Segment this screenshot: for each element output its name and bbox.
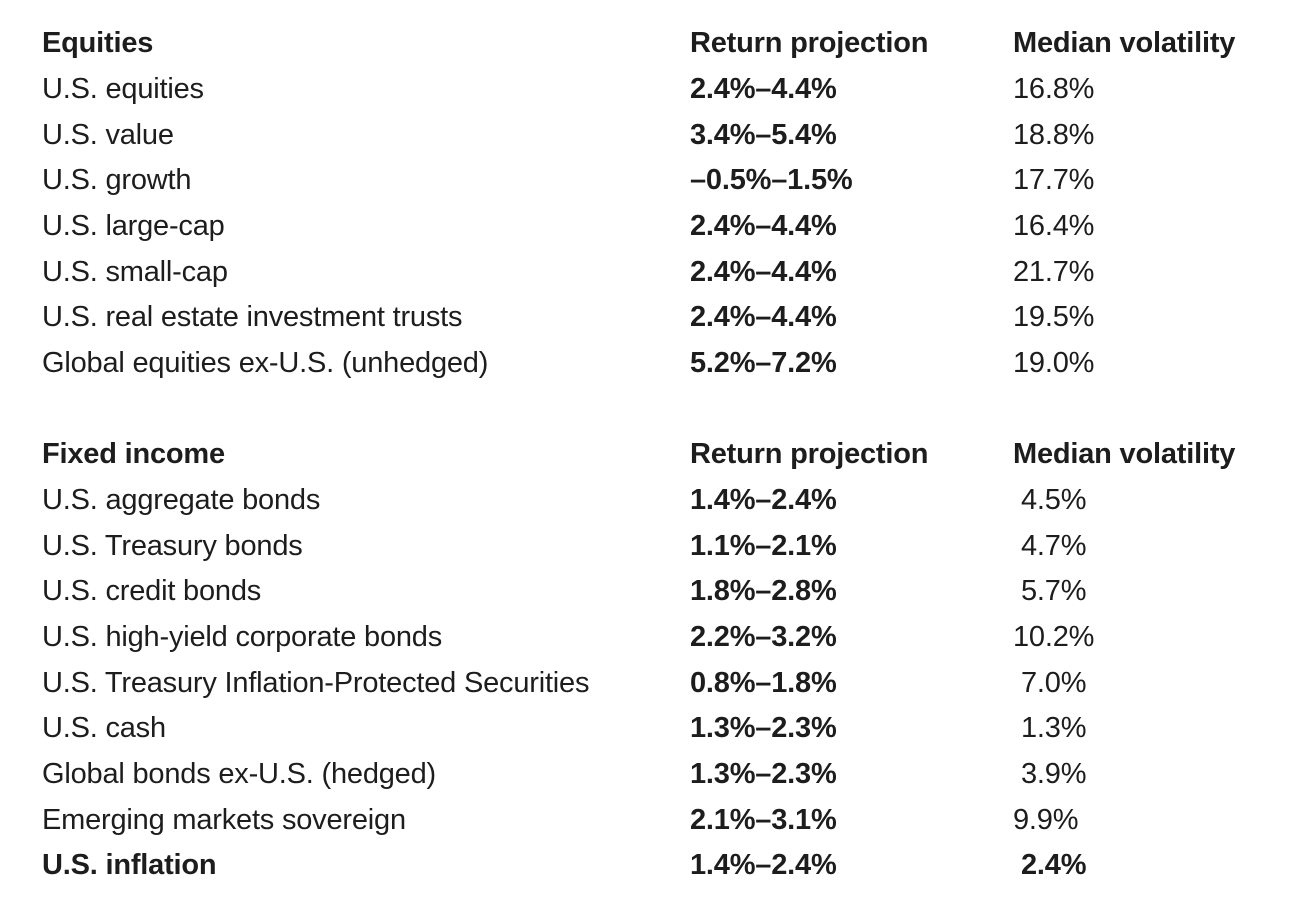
asset-name: U.S. small-cap bbox=[42, 255, 228, 288]
table-row: U.S. Treasury Inflation-Protected Securi… bbox=[42, 660, 1294, 706]
median-volatility-value: 9.9% bbox=[1013, 803, 1079, 836]
median-volatility-value: 4.5% bbox=[1021, 484, 1087, 517]
return-projection-value: 2.2%–3.2% bbox=[690, 621, 837, 653]
table-row: U.S. small-cap 2.4%–4.4% 21.7% bbox=[42, 249, 1294, 295]
asset-name: U.S. credit bonds bbox=[42, 575, 262, 608]
median-volatility-value: 2.4% bbox=[1021, 849, 1087, 882]
table-header-row: Fixed income Return projection Median vo… bbox=[42, 432, 1294, 478]
return-projection-value: 1.3%–2.3% bbox=[690, 757, 837, 790]
return-projection-value: 1.3%–2.3% bbox=[690, 712, 837, 745]
median-volatility-value: 10.2% bbox=[1013, 621, 1095, 653]
median-volatility-value: 3.9% bbox=[1021, 757, 1087, 790]
median-volatility-value: 7.0% bbox=[1021, 666, 1087, 699]
return-projection-value: 0.8%–1.8% bbox=[690, 666, 837, 699]
equities-section: Equities Return projection Median volati… bbox=[42, 21, 1294, 386]
table-row: U.S. credit bonds 1.8%–2.8% 5.7% bbox=[42, 569, 1294, 615]
median-volatility-value: 5.7% bbox=[1021, 575, 1087, 608]
table-row: U.S. inflation 1.4%–2.4% 2.4% bbox=[42, 843, 1294, 889]
median-volatility-value: 1.3% bbox=[1021, 712, 1087, 745]
median-volatility-value: 4.7% bbox=[1021, 529, 1087, 562]
median-volatility-header: Median volatility bbox=[1013, 438, 1236, 471]
table-row: U.S. cash 1.3%–2.3% 1.3% bbox=[42, 706, 1294, 752]
asset-name: U.S. aggregate bonds bbox=[42, 484, 321, 517]
asset-name: Global bonds ex-U.S. (hedged) bbox=[42, 757, 436, 790]
return-projection-value: 1.1%–2.1% bbox=[690, 529, 837, 562]
section-title: Fixed income bbox=[42, 438, 225, 471]
return-projection-value: 2.4%–4.4% bbox=[690, 72, 837, 105]
table-row: U.S. aggregate bonds 1.4%–2.4% 4.5% bbox=[42, 478, 1294, 524]
asset-name: U.S. high-yield corporate bonds bbox=[42, 621, 443, 653]
asset-name: U.S. cash bbox=[42, 712, 166, 745]
table-row: U.S. real estate investment trusts 2.4%–… bbox=[42, 295, 1294, 341]
median-volatility-value: 16.8% bbox=[1013, 72, 1095, 105]
return-projection-value: 3.4%–5.4% bbox=[690, 118, 837, 151]
table-header-row: Equities Return projection Median volati… bbox=[42, 21, 1294, 67]
asset-name: U.S. large-cap bbox=[42, 209, 225, 242]
table-row: U.S. equities 2.4%–4.4% 16.8% bbox=[42, 67, 1294, 113]
median-volatility-value: 19.5% bbox=[1013, 301, 1095, 334]
return-projection-value: 2.4%–4.4% bbox=[690, 209, 837, 242]
median-volatility-value: 21.7% bbox=[1013, 255, 1095, 288]
fixed-income-section: Fixed income Return projection Median vo… bbox=[42, 432, 1294, 888]
return-projection-value: 2.4%–4.4% bbox=[690, 301, 837, 334]
return-projection-value: 1.4%–2.4% bbox=[690, 484, 837, 517]
asset-name: Global equities ex-U.S. (unhedged) bbox=[42, 346, 489, 379]
return-projection-value: 2.1%–3.1% bbox=[690, 803, 837, 836]
table-row: U.S. value 3.4%–5.4% 18.8% bbox=[42, 112, 1294, 158]
table-row: Global equities ex-U.S. (unhedged) 5.2%–… bbox=[42, 340, 1294, 386]
table-row: U.S. large-cap 2.4%–4.4% 16.4% bbox=[42, 204, 1294, 250]
table-row: U.S. growth –0.5%–1.5% 17.7% bbox=[42, 158, 1294, 204]
asset-name: U.S. inflation bbox=[42, 849, 217, 882]
median-volatility-header: Median volatility bbox=[1013, 27, 1236, 60]
median-volatility-value: 16.4% bbox=[1013, 209, 1095, 242]
return-projection-header: Return projection bbox=[690, 27, 929, 60]
return-projection-value: 1.4%–2.4% bbox=[690, 849, 837, 882]
median-volatility-value: 18.8% bbox=[1013, 118, 1095, 151]
median-volatility-value: 17.7% bbox=[1013, 164, 1095, 197]
table-row: U.S. high-yield corporate bonds 2.2%–3.2… bbox=[42, 615, 1294, 661]
return-projection-value: 2.4%–4.4% bbox=[690, 255, 837, 288]
section-title: Equities bbox=[42, 27, 154, 60]
asset-name: U.S. real estate investment trusts bbox=[42, 301, 463, 334]
asset-name: U.S. value bbox=[42, 118, 174, 151]
asset-name: U.S. Treasury Inflation-Protected Securi… bbox=[42, 666, 590, 699]
asset-name: Emerging markets sovereign bbox=[42, 803, 406, 836]
asset-name: U.S. growth bbox=[42, 164, 192, 197]
return-projection-value: –0.5%–1.5% bbox=[690, 164, 853, 197]
return-projection-value: 5.2%–7.2% bbox=[690, 346, 837, 379]
median-volatility-value: 19.0% bbox=[1013, 346, 1095, 379]
asset-name: U.S. Treasury bonds bbox=[42, 529, 303, 562]
return-projection-value: 1.8%–2.8% bbox=[690, 575, 837, 608]
table-row: Global bonds ex-U.S. (hedged) 1.3%–2.3% … bbox=[42, 752, 1294, 798]
return-projection-header: Return projection bbox=[690, 438, 929, 471]
table-row: U.S. Treasury bonds 1.1%–2.1% 4.7% bbox=[42, 523, 1294, 569]
table-row: Emerging markets sovereign 2.1%–3.1% 9.9… bbox=[42, 797, 1294, 843]
asset-name: U.S. equities bbox=[42, 72, 204, 105]
